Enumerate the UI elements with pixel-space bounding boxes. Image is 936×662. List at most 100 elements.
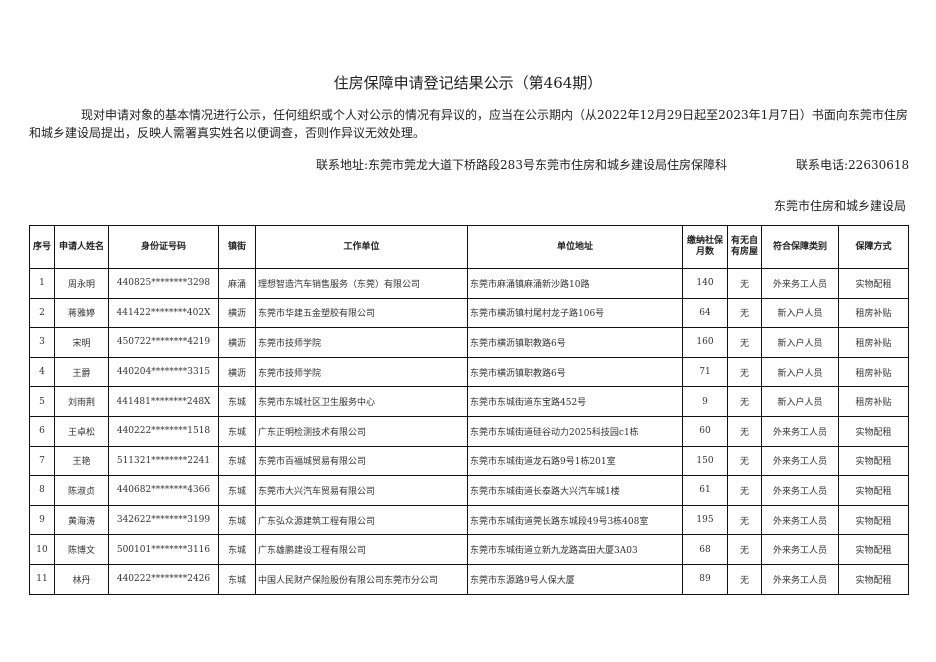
header-col-employer: 工作单位 [255,225,468,269]
cell-employer: 理想智造汽车销售服务（东莞）有限公司 [255,268,468,299]
cell-id: 441422********402X [108,297,219,329]
cell-id: 440204********3315 [108,356,219,388]
cell-town: 横沥 [218,327,256,358]
cell-name: 刘雨荆 [54,386,109,417]
header-col-name: 申请人姓名 [54,225,109,269]
cell-method: 实物配租 [838,415,909,447]
cell-address: 东莞市横沥镇职教路6号 [467,356,683,388]
cell-id: 440222********1518 [108,415,219,447]
cell-name: 林丹 [54,563,109,595]
cell-months: 9 [682,386,728,417]
cell-employer: 广东正明检测技术有限公司 [255,415,468,447]
cell-method: 租房补贴 [838,297,909,329]
cell-category: 外来务工人员 [761,504,839,536]
cell-employer: 广东弘众源建筑工程有限公司 [255,504,468,536]
cell-employer: 中国人民财产保险股份有限公司东莞市分公司 [255,563,468,595]
cell-address: 东莞市麻涌镇麻涌新沙路10路 [467,268,683,299]
cell-index: 7 [29,445,55,477]
cell-town: 东城 [218,534,256,565]
cell-town: 麻涌 [218,268,256,299]
cell-name: 陈淑贞 [54,475,109,506]
cell-months: 140 [682,268,728,299]
cell-name: 宋明 [54,327,109,358]
cell-method: 租房补贴 [838,327,909,358]
cell-category: 外来务工人员 [761,415,839,447]
cell-index: 1 [29,268,55,299]
table-row: 7 王艳 511321********2241 东城 东莞市百福城贸易有限公司 东莞市东城… [29,445,909,477]
header-col-index: 序号 [29,225,55,269]
header-col-house: 有无自有房屋 [727,225,762,269]
cell-address: 东莞市东源路9号人保大厦 [467,563,683,595]
cell-index: 3 [29,327,55,358]
cell-house: 无 [727,445,762,477]
cell-town: 横沥 [218,356,256,388]
cell-employer: 东莞市华建五金塑胶有限公司 [255,297,468,329]
cell-town: 东城 [218,475,256,506]
header-col-id: 身份证号码 [108,225,219,269]
cell-category: 外来务工人员 [761,445,839,477]
cell-name: 王爵 [54,356,109,388]
cell-name: 周永明 [54,268,109,299]
cell-category: 外来务工人员 [761,563,839,595]
cell-index: 8 [29,475,55,506]
cell-index: 10 [29,534,55,565]
cell-id: 450722********4219 [108,327,219,358]
header-col-months: 缴纳社保月数 [682,225,728,269]
table-row: 3 宋明 450722********4219 横沥 东莞市技师学院 东莞市横沥镇职教路6… [29,327,909,358]
applicant-table: 序号 申请人姓名 身份证号码 镇街 工作单位 单位地址 缴纳社保月数 有无自有房屋 符合保障类别… [29,225,909,595]
cell-employer: 东莞市东城社区卫生服务中心 [255,386,468,417]
table-row: 4 王爵 440204********3315 横沥 东莞市技师学院 东莞市横沥镇职教路6… [29,356,909,388]
cell-town: 东城 [218,563,256,595]
cell-method: 实物配租 [838,504,909,536]
cell-category: 新入户人员 [761,327,839,358]
cell-category: 新入户人员 [761,297,839,329]
cell-town: 东城 [218,415,256,447]
cell-employer: 广东雄鹏建设工程有限公司 [255,534,468,565]
cell-id: 342622********3199 [108,504,219,536]
cell-id: 441481********248X [108,386,219,417]
cell-house: 无 [727,475,762,506]
cell-house: 无 [727,563,762,595]
cell-house: 无 [727,327,762,358]
notice-text: 现对申请对象的基本情况进行公示，任何组织或个人对公示的情况有异议的，应当在公示期… [29,108,908,140]
cell-method: 实物配租 [838,475,909,506]
cell-index: 4 [29,356,55,388]
cell-method: 实物配租 [838,534,909,565]
cell-address: 东莞市横沥镇村尾村龙子路106号 [467,297,683,329]
cell-house: 无 [727,415,762,447]
cell-months: 89 [682,563,728,595]
table-row: 9 黄海涛 342622********3199 东城 广东弘众源建筑工程有限公司 东莞市… [29,504,909,536]
cell-address: 东莞市东城街道立新九龙路高田大厦3A03 [467,534,683,565]
cell-address: 东莞市东城街道龙石路9号1栋201室 [467,445,683,477]
contact-phone: 联系电话:22630618 [796,158,910,172]
cell-months: 150 [682,445,728,477]
cell-name: 黄海涛 [54,504,109,536]
issuer: 东莞市住房和城乡建设局 [773,199,906,213]
cell-id: 440222********2426 [108,563,219,595]
cell-employer: 东莞市技师学院 [255,327,468,358]
cell-name: 王艳 [54,445,109,477]
cell-name: 陈博文 [54,534,109,565]
cell-category: 新入户人员 [761,356,839,388]
cell-address: 东莞市东城街道莞长路东城段49号3栋408室 [467,504,683,536]
table-row: 11 林丹 440222********2426 东城 中国人民财产保险股份有限公司东莞… [29,563,909,595]
cell-months: 160 [682,327,728,358]
contact-address: 联系地址:东莞市莞龙大道下桥路段283号东莞市住房和城乡建设局住房保障科 [316,158,727,172]
header-col-method: 保障方式 [838,225,909,269]
cell-house: 无 [727,504,762,536]
table-row: 1 周永明 440825********3298 麻涌 理想智造汽车销售服务（东莞）有限… [29,268,909,299]
cell-house: 无 [727,534,762,565]
cell-index: 11 [29,563,55,595]
cell-name: 蒋雅婷 [54,297,109,329]
cell-employer: 东莞市百福城贸易有限公司 [255,445,468,477]
table-row: 2 蒋雅婷 441422********402X 横沥 东莞市华建五金塑胶有限公司 东莞市… [29,297,909,329]
cell-employer: 东莞市技师学院 [255,356,468,388]
cell-method: 实物配租 [838,268,909,299]
cell-town: 东城 [218,504,256,536]
cell-index: 5 [29,386,55,417]
cell-address: 东莞市横沥镇职教路6号 [467,327,683,358]
cell-address: 东莞市东城街道东宝路452号 [467,386,683,417]
page-title: 住房保障申请登记结果公示（第464期） [333,74,603,92]
cell-id: 511321********2241 [108,445,219,477]
table-row: 6 王卓松 440222********1518 东城 广东正明检测技术有限公司 东莞市东… [29,415,909,447]
